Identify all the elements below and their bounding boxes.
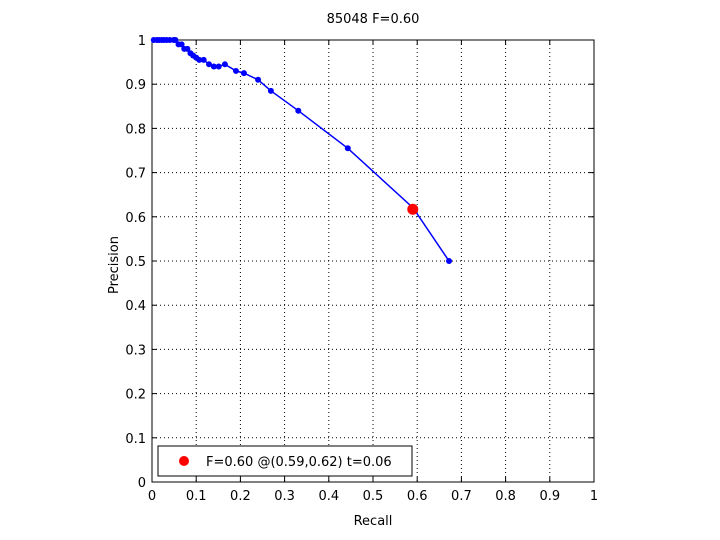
legend-marker — [179, 456, 189, 466]
pr-curve-point — [210, 63, 217, 70]
pr-curve-point — [344, 145, 351, 152]
series-group — [150, 37, 453, 264]
x-tick-label: 0 — [148, 489, 156, 504]
x-tick-label: 0.3 — [274, 489, 295, 504]
pr-curve-point — [221, 61, 228, 68]
pr-curve-point — [267, 87, 274, 94]
y-tick-label: 0.1 — [125, 432, 146, 447]
legend-box — [157, 445, 413, 477]
y-tick-label: 0.2 — [125, 388, 146, 403]
x-tick-label: 0.2 — [230, 489, 251, 504]
pr-curve-point — [184, 45, 191, 52]
legend: F=0.60 @(0.59,0.62) t=0.06 — [157, 445, 413, 477]
legend-label: F=0.60 @(0.59,0.62) t=0.06 — [206, 455, 392, 470]
pr-curve-point — [206, 61, 213, 68]
pr-curve-point — [295, 107, 302, 114]
pr-curve-point — [446, 258, 453, 264]
x-tick-label: 0.4 — [318, 489, 339, 504]
y-tick-label: 0.5 — [125, 255, 146, 270]
x-tick-label: 0.1 — [186, 489, 207, 504]
x-tick-label: 1 — [590, 489, 598, 504]
y-tick-label: 0 — [138, 476, 146, 491]
y-tick-label: 0.6 — [125, 211, 146, 226]
pr-curve-point — [196, 56, 203, 63]
plot-frame — [151, 39, 595, 483]
pr-curve-point — [232, 67, 239, 74]
x-tick-label: 0.5 — [363, 489, 384, 504]
x-tick-label: 0.6 — [407, 489, 428, 504]
x-axis-label: Recall — [354, 514, 393, 529]
pr-curve-point — [200, 56, 207, 63]
pr-curve-point — [178, 41, 185, 48]
x-tick-label: 0.8 — [495, 489, 516, 504]
x-tick-label: 0.9 — [539, 489, 560, 504]
best-f-point — [407, 203, 419, 215]
pr-curve-point — [255, 76, 262, 83]
gridlines — [152, 40, 594, 482]
x-tick-label: 0.7 — [451, 489, 472, 504]
y-tick-label: 1 — [138, 34, 146, 49]
y-tick-label: 0.4 — [125, 299, 146, 314]
y-tick-label: 0.7 — [125, 167, 146, 182]
pr-curve-point — [215, 63, 222, 70]
y-tick-label: 0.3 — [125, 343, 146, 358]
y-axis-label: Precision — [107, 236, 122, 294]
chart-title: 85048 F=0.60 — [327, 12, 420, 27]
pr-curve-point — [172, 37, 179, 43]
axis-ticks: 00 0.1 0.1 0.2 0.2 0.3 0.3 0.4 0.4 0.5 0.5 0.6 0.6 0.… — [125, 34, 598, 504]
y-tick-label: 0.8 — [125, 122, 146, 137]
pr-curve-point — [240, 70, 247, 77]
y-tick-label: 0.9 — [125, 78, 146, 93]
